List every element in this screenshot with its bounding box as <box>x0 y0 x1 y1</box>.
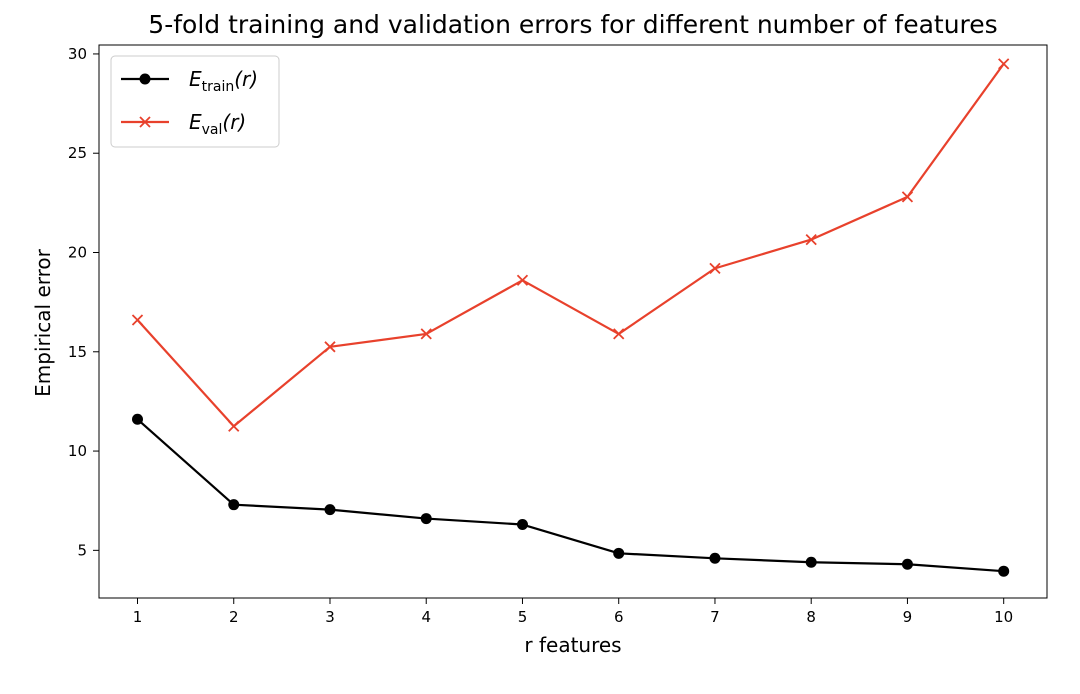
legend: Etrain(r)Eval(r) <box>110 55 280 148</box>
legend-marker <box>139 73 151 85</box>
x-tick-label: 10 <box>994 608 1013 626</box>
data-point <box>901 191 914 203</box>
data-point <box>805 556 817 568</box>
x-tick-label: 6 <box>614 608 624 626</box>
data-point <box>613 547 625 559</box>
data-point <box>998 565 1010 577</box>
data-point <box>516 519 528 531</box>
y-tick-label: 5 <box>77 541 87 559</box>
legend-marker <box>139 116 151 128</box>
x-tick-label: 8 <box>806 608 816 626</box>
legend-label-main: E <box>189 67 202 91</box>
data-point <box>131 413 143 425</box>
x-tick-label: 7 <box>710 608 720 626</box>
legend-label-subscript: val <box>202 122 223 138</box>
y-tick-label: 10 <box>68 442 87 460</box>
data-point <box>516 274 529 286</box>
x-tick-label: 4 <box>421 608 431 626</box>
series-val <box>131 58 1010 432</box>
data-point <box>324 504 336 516</box>
series-line <box>136 418 1004 573</box>
legend-label: Etrain(r) <box>189 67 258 95</box>
plot-frame <box>98 44 1048 599</box>
x-tick-label: 9 <box>903 608 913 626</box>
data-point <box>901 558 913 570</box>
legend-label: Eval(r) <box>189 110 246 138</box>
x-tick-label: 3 <box>325 608 335 626</box>
legend-label-subscript: train <box>202 79 235 95</box>
legend-label-argument: (r) <box>234 67 258 91</box>
data-point <box>420 513 432 525</box>
x-tick-label: 2 <box>229 608 239 626</box>
y-axis-label: Empirical error <box>31 248 55 397</box>
y-tick-label: 20 <box>68 243 87 261</box>
y-tick-label: 15 <box>68 343 87 361</box>
series-train <box>131 413 1010 577</box>
x-tick-label: 5 <box>518 608 528 626</box>
data-point <box>324 341 336 353</box>
axes: 1 2 3 4 5 6 7 8 9 10 5 10 15 20 25 30 <box>68 44 1048 626</box>
data-point <box>420 328 432 340</box>
x-tick-label: 1 <box>133 608 143 626</box>
legend-label-main: E <box>189 110 202 134</box>
x-axis-label: r features <box>524 633 621 657</box>
data-point <box>131 314 144 326</box>
data-point <box>709 262 721 275</box>
data-point <box>805 233 817 246</box>
chart-title: 5-fold training and validation errors fo… <box>148 10 997 39</box>
y-tick-label: 30 <box>68 45 87 63</box>
data-point <box>709 552 721 564</box>
y-tick-label: 25 <box>68 144 87 162</box>
series-line <box>136 63 1005 428</box>
data-point <box>228 420 240 432</box>
series-group <box>131 58 1010 577</box>
data-point <box>998 58 1010 70</box>
legend-label-argument: (r) <box>222 110 246 134</box>
data-point <box>613 328 625 340</box>
data-point <box>228 499 240 511</box>
